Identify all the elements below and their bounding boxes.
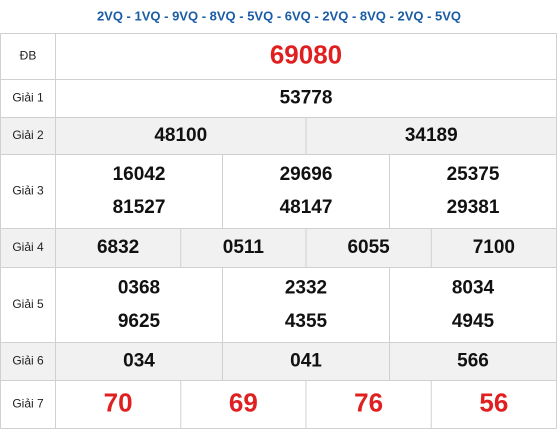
row-bg: [0, 380, 557, 429]
prize-number: 16042: [113, 164, 166, 185]
prize-number: 34189: [405, 125, 458, 146]
prize-number: 56: [479, 387, 508, 417]
prize-number: 69080: [270, 39, 342, 69]
prize-label: Giải 2: [12, 128, 44, 142]
prize-number: 8034: [452, 277, 495, 298]
prize-number: 034: [123, 351, 155, 372]
prize-number: 29381: [447, 197, 500, 218]
prize-number: 4945: [452, 311, 495, 332]
row-bg: [0, 117, 557, 155]
prize-number: 48147: [280, 197, 333, 218]
prize-number: 70: [104, 387, 133, 417]
prize-number: 0511: [223, 237, 265, 258]
prize-number: 0368: [118, 277, 160, 298]
prize-label: Giải 1: [12, 91, 44, 105]
prize-label: Giải 6: [12, 354, 44, 368]
prize-number: 81527: [113, 197, 166, 218]
prize-number: 6055: [347, 237, 390, 258]
prize-number: 69: [229, 387, 258, 417]
row-bg: [0, 228, 557, 268]
prize-number: 4355: [285, 311, 328, 332]
prize-label: Giải 3: [12, 184, 44, 198]
prize-number: 76: [354, 387, 383, 417]
row-bg: [0, 267, 557, 343]
prize-number: 9625: [118, 311, 161, 332]
row-bg: [0, 342, 557, 381]
row-bg: [0, 33, 557, 80]
prize-number: 2332: [285, 277, 327, 298]
row-bg: [0, 154, 557, 229]
prize-number: 566: [457, 351, 489, 372]
prize-number: 48100: [154, 125, 207, 146]
prize-number: 53778: [280, 88, 333, 109]
prize-label: ĐB: [20, 49, 37, 63]
header: 2VQ - 1VQ - 9VQ - 8VQ - 5VQ - 6VQ - 2VQ …: [97, 8, 461, 23]
prize-number: 041: [290, 351, 322, 372]
prize-number: 7100: [473, 237, 515, 258]
row-bg: [0, 79, 557, 118]
prize-number: 29696: [280, 164, 333, 185]
prize-number: 6832: [97, 237, 139, 258]
prize-number: 25375: [447, 164, 500, 185]
prize-label: Giải 7: [12, 397, 44, 411]
prize-label: Giải 5: [12, 297, 44, 311]
prize-label: Giải 4: [12, 240, 44, 254]
